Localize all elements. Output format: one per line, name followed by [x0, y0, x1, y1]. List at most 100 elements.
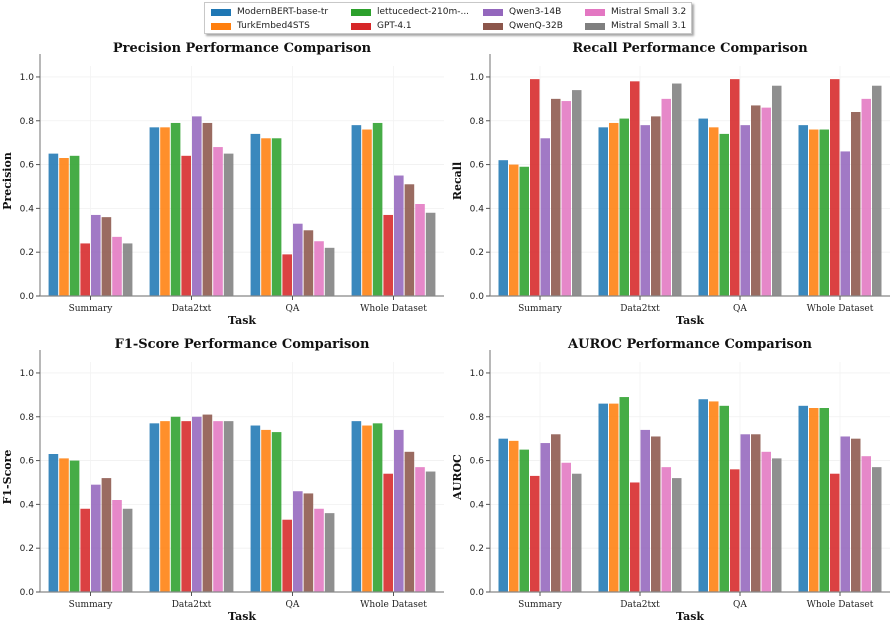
y-tick-label: 0.8: [20, 413, 35, 423]
bar: [519, 166, 529, 296]
legend: ModernBERT-base-tr TurkEmbed4STS lettuce…: [204, 2, 692, 34]
x-tick-label: Summary: [518, 304, 563, 314]
bar: [69, 460, 80, 592]
bar: [851, 112, 861, 296]
legend-label: ModernBERT-base-tr: [237, 7, 329, 17]
legend-label: lettucedect-210m-...: [377, 7, 470, 17]
bar: [498, 160, 508, 296]
y-tick-label: 0.0: [470, 292, 485, 302]
bar: [250, 133, 261, 296]
bar: [112, 236, 122, 296]
bar: [69, 155, 80, 296]
chart-title: Recall Performance Comparison: [572, 41, 808, 56]
y-tick-label: 0.6: [20, 161, 35, 171]
bar: [740, 125, 750, 297]
bar: [415, 467, 425, 592]
legend-item: lettucedect-210m-...: [351, 6, 469, 18]
bar: [293, 223, 303, 296]
y-tick-label: 1.0: [20, 369, 35, 379]
bar: [112, 500, 122, 592]
bar: [561, 462, 571, 592]
bar: [751, 434, 761, 592]
bar: [282, 254, 292, 296]
bar: [640, 429, 650, 592]
bar: [362, 425, 372, 592]
y-axis-label: Recall: [451, 162, 464, 200]
bar: [48, 153, 59, 296]
chart-title: F1-Score Performance Comparison: [115, 337, 370, 352]
bar: [314, 508, 324, 592]
x-tick-label: Summary: [69, 304, 114, 314]
bar: [772, 85, 782, 296]
bar: [149, 423, 160, 592]
y-tick-label: 0.6: [20, 457, 35, 467]
bar: [303, 230, 314, 296]
bar: [59, 158, 69, 296]
bar: [719, 133, 729, 296]
x-axis-label: Task: [676, 314, 704, 327]
bar: [861, 98, 871, 296]
bar: [630, 81, 640, 296]
x-axis-label: Task: [676, 610, 704, 623]
legend-swatch: [585, 22, 605, 30]
y-tick-label: 1.0: [20, 73, 35, 83]
bar: [640, 125, 650, 297]
bar: [324, 513, 335, 592]
bar: [324, 247, 335, 296]
bar: [314, 241, 324, 296]
x-axis-label: Task: [228, 314, 256, 327]
bar: [819, 408, 829, 592]
bar: [362, 129, 372, 296]
legend-label: Mistral Small 3.1: [611, 21, 687, 31]
bar: [293, 491, 303, 592]
y-axis-label: F1-Score: [1, 450, 14, 505]
y-axis-label: AUROC: [451, 454, 464, 501]
bar: [719, 405, 729, 592]
legend-item: Mistral Small 3.1: [585, 20, 686, 32]
x-tick-label: Data2txt: [172, 600, 212, 610]
bar: [101, 217, 112, 296]
x-tick-label: Data2txt: [620, 304, 660, 314]
bar: [213, 147, 223, 296]
bar: [160, 127, 170, 296]
x-tick-label: QA: [286, 304, 300, 314]
bar: [261, 429, 271, 592]
bar: [751, 105, 761, 296]
bar: [798, 405, 808, 592]
bar: [809, 408, 819, 592]
bar: [630, 482, 640, 592]
x-tick-label: Summary: [69, 600, 114, 610]
bar: [740, 434, 750, 592]
y-tick-label: 0.8: [20, 117, 35, 127]
legend-swatch: [211, 22, 231, 30]
bar: [149, 127, 160, 296]
bar: [872, 85, 882, 296]
bar: [619, 397, 629, 592]
chart-title: Precision Performance Comparison: [113, 41, 372, 56]
bar: [282, 519, 292, 592]
bar: [861, 456, 871, 592]
bar: [404, 451, 415, 592]
bar: [261, 138, 271, 296]
bar: [91, 484, 101, 592]
bar: [672, 83, 682, 297]
y-tick-label: 1.0: [470, 369, 485, 379]
legend-label: QwenQ-32B: [509, 21, 563, 31]
bar: [551, 98, 561, 296]
bar: [91, 214, 101, 296]
y-tick-label: 0.4: [470, 500, 485, 510]
y-tick-label: 0.0: [470, 588, 485, 598]
bar: [830, 473, 840, 592]
bar: [609, 403, 619, 592]
bar: [530, 79, 540, 297]
bar: [840, 436, 850, 592]
x-tick-label: Data2txt: [620, 600, 660, 610]
y-tick-label: 0.2: [470, 248, 484, 258]
y-tick-label: 0.8: [470, 117, 485, 127]
legend-swatch: [585, 8, 605, 16]
bar: [351, 125, 362, 297]
x-tick-label: Whole Dataset: [360, 600, 427, 610]
bar: [101, 478, 112, 592]
bar: [122, 508, 133, 592]
